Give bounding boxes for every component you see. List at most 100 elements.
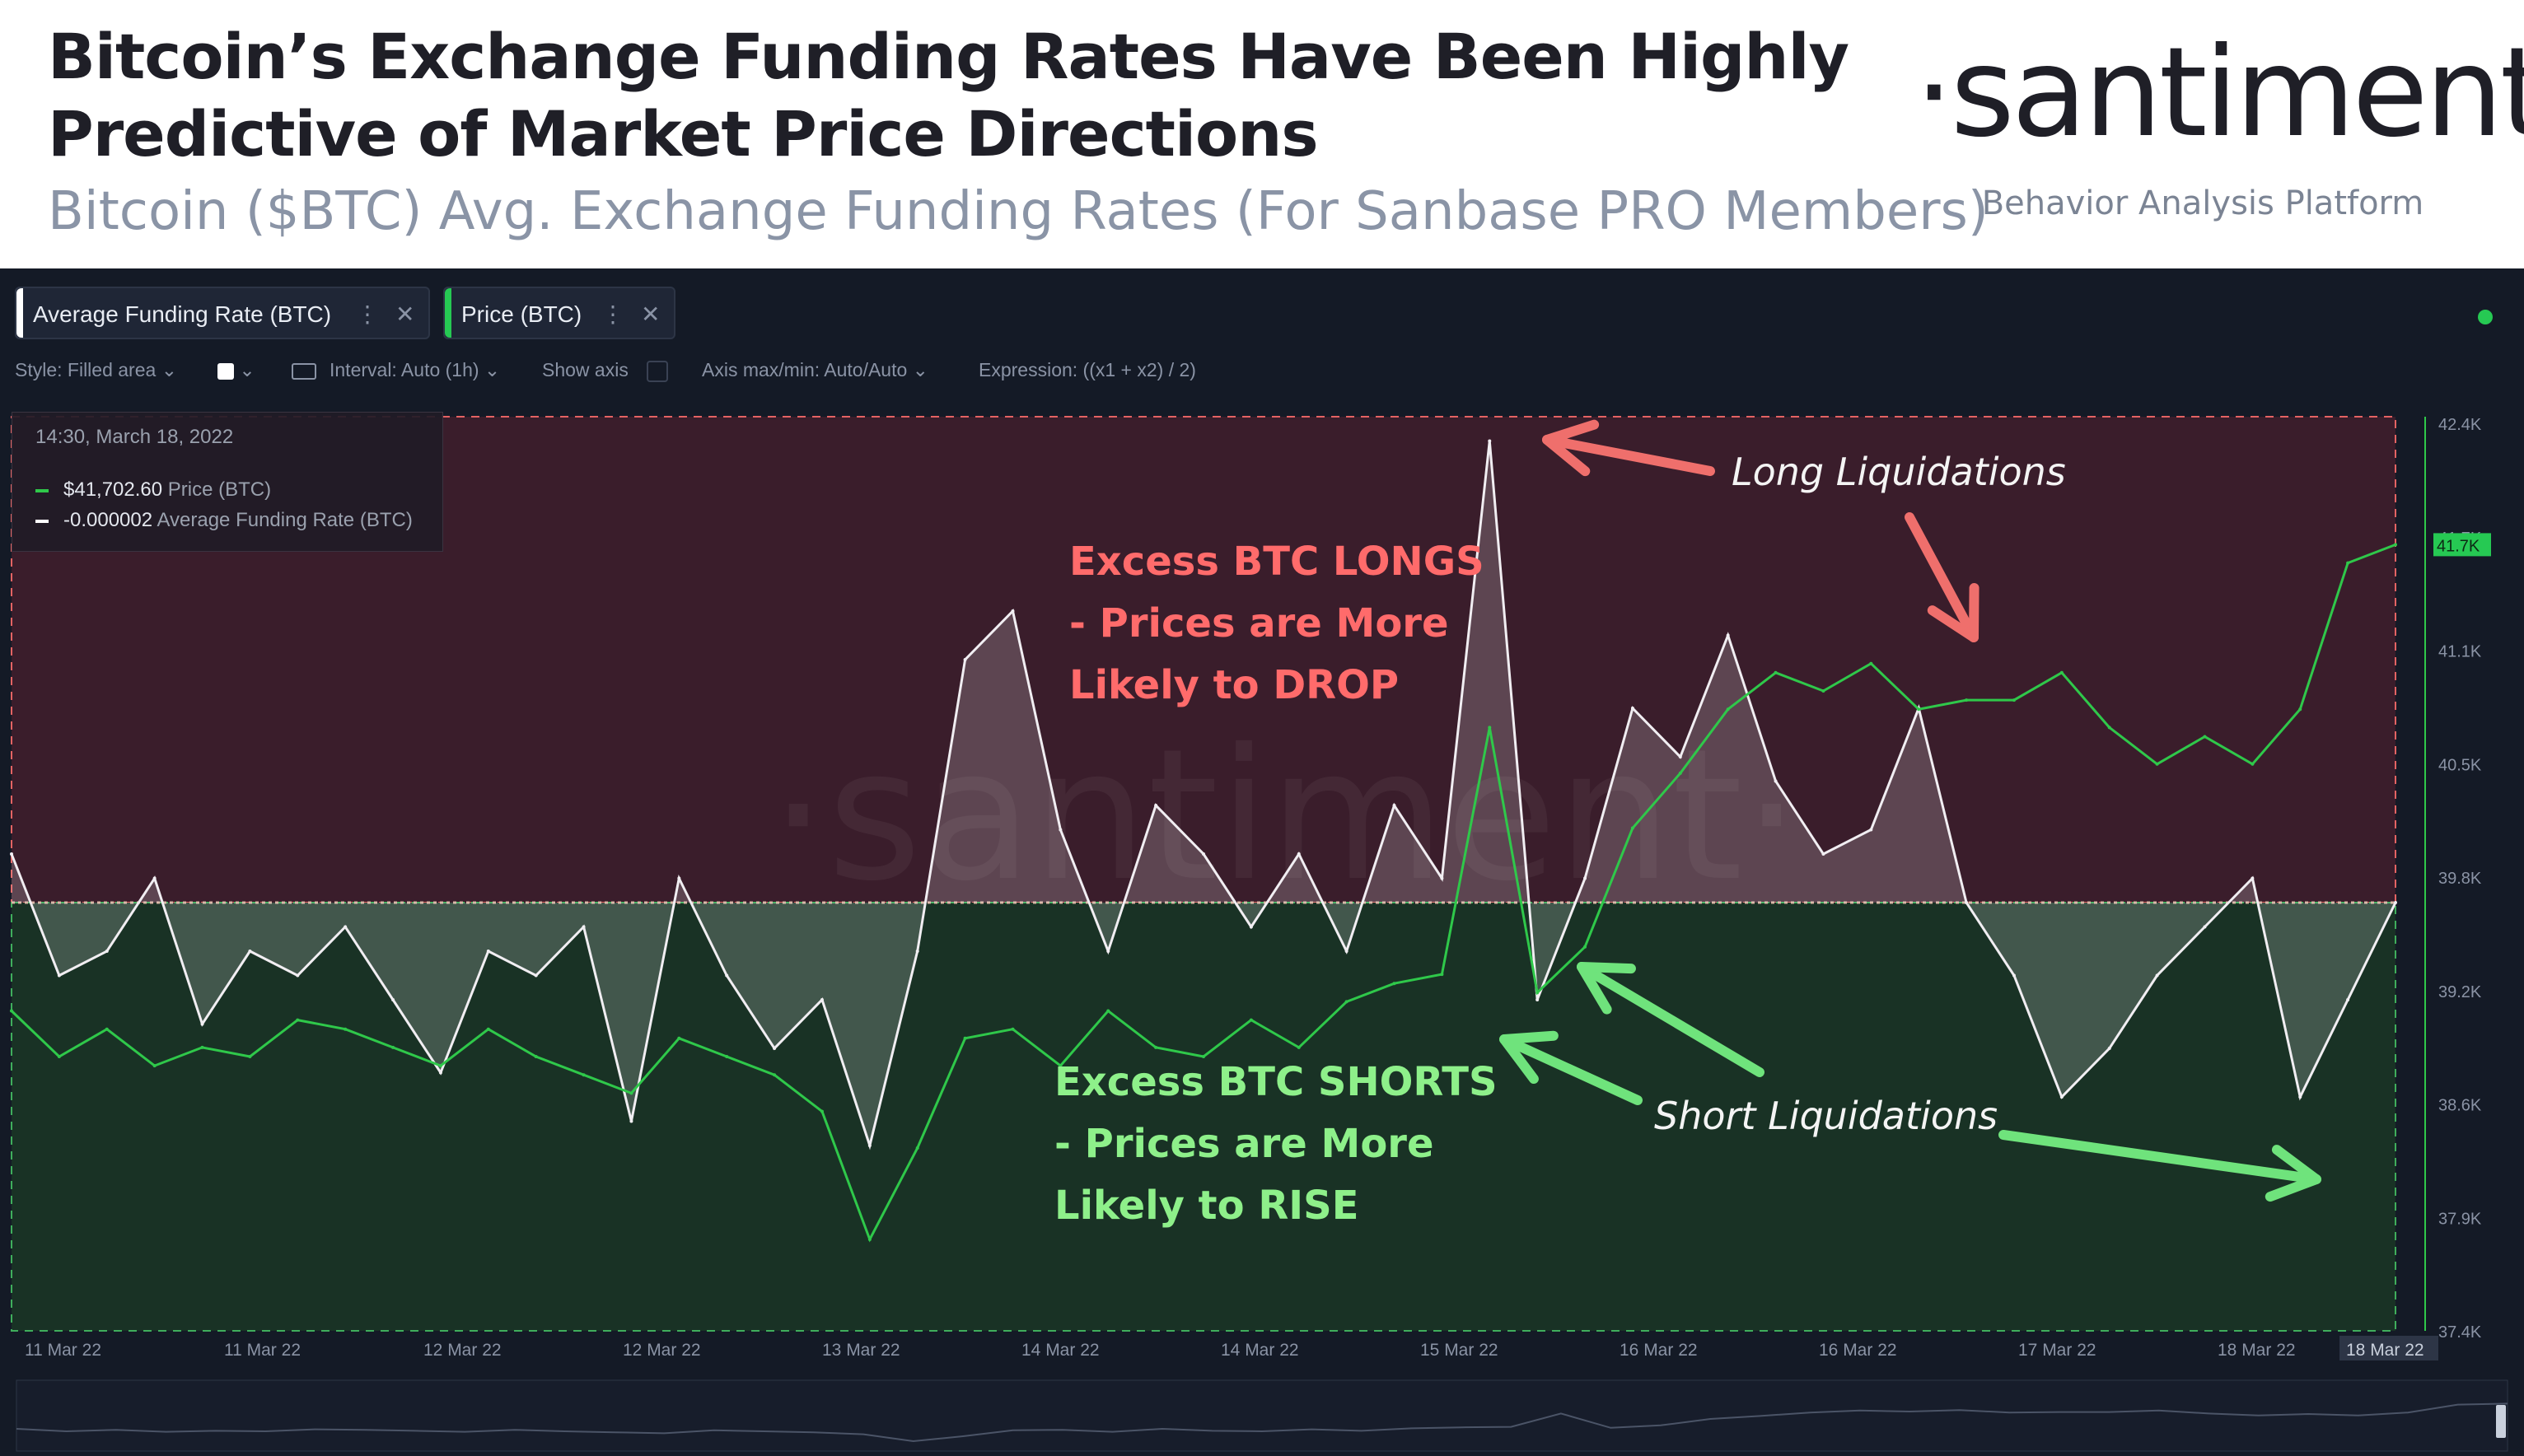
vertical-dots-icon[interactable]: ⋮ bbox=[356, 301, 379, 327]
price-point bbox=[391, 1045, 395, 1049]
funding-point bbox=[582, 925, 586, 929]
checkbox-icon bbox=[647, 360, 669, 382]
funding-point bbox=[1678, 755, 1682, 758]
price-point bbox=[1821, 689, 1825, 693]
interval-label: Interval: Auto (1h) bbox=[330, 359, 479, 380]
longs-line-3: Likely to DROP bbox=[1069, 662, 1400, 708]
x-tick-label: 11 Mar 22 bbox=[224, 1341, 301, 1360]
axis-label: Axis max/min: Auto/Auto bbox=[702, 359, 908, 380]
arrow-short-3-head bbox=[2265, 1145, 2321, 1202]
price-point bbox=[296, 1018, 300, 1022]
y-tick-label: 39.2K bbox=[2438, 983, 2482, 1001]
funding-point bbox=[1297, 852, 1301, 856]
navigator-handle[interactable] bbox=[2496, 1405, 2506, 1438]
x-tick-label: 16 Mar 22 bbox=[1620, 1341, 1698, 1360]
chart-tooltip: 14:30, March 18, 2022 $41,702.60 Price (… bbox=[12, 412, 443, 552]
price-point bbox=[2107, 726, 2111, 730]
funding-point bbox=[1249, 925, 1253, 929]
arrow-short-1-shaft bbox=[1577, 962, 1764, 1077]
price-point bbox=[677, 1036, 681, 1040]
navigator-track[interactable] bbox=[16, 1379, 2508, 1452]
funding-point bbox=[1774, 779, 1778, 783]
show-axis-label: Show axis bbox=[542, 359, 629, 380]
price-point bbox=[1774, 670, 1778, 674]
funding-point bbox=[2251, 876, 2255, 880]
price-point bbox=[1344, 1000, 1348, 1004]
expression-label: Expression: ((x1 + x2) / 2) bbox=[979, 359, 1196, 380]
funding-point bbox=[105, 950, 109, 953]
color-swatch bbox=[217, 362, 234, 380]
funding-point bbox=[915, 950, 919, 953]
close-icon[interactable]: ✕ bbox=[395, 301, 415, 327]
tooltip-price-row: $41,702.60 Price (BTC) bbox=[35, 478, 271, 502]
price-point bbox=[1488, 726, 1492, 730]
price-point bbox=[773, 1073, 777, 1077]
arrow-short-2-head bbox=[1499, 1030, 1559, 1085]
arrow-long-1 bbox=[1542, 419, 1715, 477]
price-point bbox=[915, 1146, 919, 1150]
arrow-short-2-shaft bbox=[1499, 1034, 1643, 1105]
price-point bbox=[2394, 543, 2397, 547]
price-point bbox=[1965, 698, 1969, 702]
x-tick-label: 14 Mar 22 bbox=[1021, 1341, 1100, 1360]
price-point bbox=[1202, 1055, 1205, 1058]
axis-dropdown[interactable]: Axis max/min: Auto/Auto ⌄ bbox=[702, 359, 928, 380]
close-icon[interactable]: ✕ bbox=[641, 301, 661, 327]
price-point bbox=[1678, 771, 1682, 775]
navigator-line bbox=[16, 1402, 2508, 1443]
y-tick-label: 39.8K bbox=[2438, 870, 2482, 888]
funding-point bbox=[677, 876, 681, 880]
funding-point bbox=[1392, 804, 1396, 807]
x-tick-label: 12 Mar 22 bbox=[423, 1341, 502, 1360]
santiment-logo: ·santiment· bbox=[1914, 21, 2524, 165]
x-tick-label: 12 Mar 22 bbox=[623, 1341, 701, 1360]
style-dropdown[interactable]: Style: Filled area ⌄ bbox=[15, 359, 177, 380]
tooltip-date: 14:30, March 18, 2022 bbox=[35, 426, 234, 448]
price-point bbox=[2251, 762, 2255, 766]
arrow-long-1-head bbox=[1542, 419, 1600, 477]
long-liquidations-label: Long Liquidations bbox=[1732, 450, 2066, 494]
price-point bbox=[1392, 982, 1396, 986]
vertical-dots-icon[interactable]: ⋮ bbox=[601, 301, 624, 327]
price-point bbox=[200, 1045, 204, 1049]
price-point bbox=[2298, 707, 2302, 712]
price-point bbox=[629, 1091, 633, 1095]
y-tick-label: 38.6K bbox=[2438, 1097, 2482, 1115]
price-point bbox=[1535, 991, 1540, 995]
funding-point bbox=[2298, 1095, 2302, 1099]
price-point bbox=[1011, 1027, 1015, 1031]
price-point bbox=[963, 1036, 967, 1040]
funding-point bbox=[1821, 852, 1825, 856]
show-axis-toggle[interactable]: Show axis bbox=[542, 359, 669, 382]
arrow-long-1-shaft bbox=[1542, 435, 1715, 476]
funding-point bbox=[152, 876, 157, 880]
price-point bbox=[1106, 1009, 1110, 1013]
funding-point bbox=[773, 1047, 777, 1050]
longs-annotation: Excess BTC LONGS - Prices are More Likel… bbox=[1069, 531, 1484, 716]
expression-field[interactable]: Expression: ((x1 + x2) / 2) bbox=[979, 359, 1196, 381]
interval-dropdown[interactable]: Interval: Auto (1h) ⌄ bbox=[292, 359, 500, 381]
navigator[interactable] bbox=[16, 1379, 2508, 1452]
color-picker[interactable]: ⌄ bbox=[217, 359, 255, 381]
price-point bbox=[1297, 1045, 1301, 1049]
metric-color-bar bbox=[16, 288, 23, 338]
tooltip-price-swatch bbox=[35, 488, 49, 492]
x-tick-label: 15 Mar 22 bbox=[1420, 1341, 1498, 1360]
price-point bbox=[2155, 762, 2159, 766]
live-status-dot bbox=[2478, 310, 2493, 324]
x-tick-label: 14 Mar 22 bbox=[1221, 1341, 1299, 1360]
arrow-short-1-head bbox=[1577, 962, 1636, 1015]
metric-chip-price[interactable]: Price (BTC) ⋮ ✕ bbox=[443, 287, 675, 339]
shorts-line-3: Likely to RISE bbox=[1054, 1183, 1359, 1229]
arrow-long-2-head bbox=[1927, 583, 1979, 642]
price-point bbox=[2059, 670, 2064, 674]
metric-chip-funding-rate[interactable]: Average Funding Rate (BTC) ⋮ ✕ bbox=[15, 287, 430, 339]
price-point bbox=[867, 1238, 872, 1241]
funding-point bbox=[248, 950, 252, 953]
price-point bbox=[1869, 661, 1873, 665]
funding-point bbox=[1488, 439, 1492, 443]
price-point bbox=[344, 1027, 348, 1031]
funding-point bbox=[2107, 1047, 2111, 1050]
tooltip-price-name: Price (BTC) bbox=[167, 478, 272, 501]
arrow-long-2-shaft bbox=[1905, 512, 1979, 642]
